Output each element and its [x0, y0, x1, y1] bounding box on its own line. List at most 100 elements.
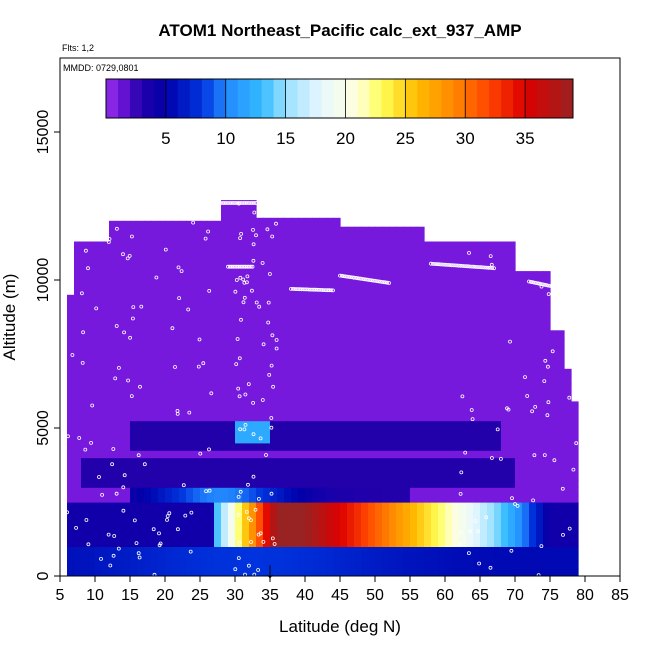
sample-point — [269, 363, 274, 368]
heatmap-cell — [186, 220, 194, 229]
heatmap-cell — [235, 361, 243, 370]
heatmap-cell — [340, 524, 348, 533]
heatmap-cell — [277, 494, 285, 503]
heatmap-cell — [403, 435, 411, 444]
heatmap-cell — [431, 472, 439, 481]
heatmap-cell — [158, 413, 166, 422]
heatmap-cell — [81, 405, 89, 414]
heatmap-cell — [424, 272, 432, 281]
heatmap-cell — [452, 287, 460, 296]
heatmap-cell — [515, 553, 523, 562]
heatmap-cell — [291, 546, 299, 555]
heatmap-cell — [242, 391, 250, 399]
heatmap-cell — [123, 228, 131, 237]
heatmap-cell — [375, 228, 383, 237]
heatmap-cell — [361, 546, 369, 555]
heatmap-cell — [130, 309, 138, 318]
heatmap-cell — [417, 265, 425, 274]
heatmap-cell — [501, 442, 509, 451]
heatmap-cell — [74, 568, 82, 576]
heatmap-cell — [172, 265, 180, 274]
heatmap-cell — [529, 487, 537, 496]
sample-point — [530, 280, 535, 285]
heatmap-cell — [417, 553, 425, 562]
heatmap-cell — [291, 398, 299, 407]
heatmap-cell — [221, 339, 229, 348]
heatmap-cell — [158, 428, 166, 436]
heatmap-cell — [214, 561, 222, 570]
heatmap-cell — [445, 302, 453, 311]
sample-point — [542, 453, 547, 458]
heatmap-cell — [179, 354, 187, 362]
heatmap-cell — [438, 257, 446, 266]
heatmap-cell — [326, 368, 334, 377]
heatmap-cell — [172, 376, 180, 385]
sample-point — [530, 409, 534, 414]
heatmap-cell — [403, 553, 411, 562]
heatmap-cell — [165, 494, 173, 503]
heatmap-cell — [263, 531, 271, 540]
heatmap-cell — [459, 346, 467, 355]
heatmap-cell — [242, 302, 250, 311]
sample-point — [317, 287, 321, 292]
heatmap-cell — [375, 265, 383, 274]
heatmap-cell — [277, 457, 285, 466]
heatmap-cell — [564, 457, 572, 466]
heatmap-cell — [263, 361, 271, 370]
sample-point — [531, 498, 535, 503]
heatmap-cell — [382, 442, 390, 451]
heatmap-cell — [389, 509, 397, 518]
heatmap-cell — [515, 294, 523, 303]
heatmap-cell — [137, 420, 145, 429]
sample-point — [546, 364, 550, 369]
sample-point — [327, 288, 332, 293]
heatmap-cell — [116, 354, 124, 362]
heatmap-cell — [452, 568, 460, 576]
heatmap-cell — [221, 346, 229, 355]
heatmap-cell — [571, 539, 579, 547]
heatmap-cell — [214, 405, 222, 414]
heatmap-cell — [74, 243, 82, 251]
heatmap-cell — [536, 479, 544, 488]
heatmap-cell — [228, 302, 236, 311]
heatmap-cell — [424, 509, 432, 518]
sample-point — [269, 425, 274, 430]
heatmap-cell — [74, 405, 82, 414]
heatmap-cell — [312, 243, 320, 251]
heatmap-cell — [319, 539, 327, 547]
heatmap-cell — [102, 568, 110, 576]
heatmap-cell — [74, 368, 82, 377]
heatmap-cell — [298, 413, 306, 422]
heatmap-cell — [102, 405, 110, 414]
sample-point — [253, 507, 258, 512]
heatmap-cell — [396, 435, 404, 444]
heatmap-cell — [326, 420, 334, 429]
heatmap-cell — [81, 494, 89, 503]
heatmap-cell — [158, 317, 166, 325]
heatmap-cell — [172, 413, 180, 422]
heatmap-cell — [179, 368, 187, 377]
heatmap-cell — [368, 228, 376, 237]
heatmap-cell — [165, 280, 173, 288]
heatmap-cell — [347, 376, 355, 385]
heatmap-cell — [368, 509, 376, 518]
heatmap-cell — [340, 472, 348, 481]
heatmap-cell — [130, 516, 138, 525]
sample-point — [238, 264, 243, 269]
heatmap-cell — [382, 428, 390, 436]
heatmap-cell — [116, 235, 124, 244]
heatmap-cell — [228, 524, 236, 533]
heatmap-cell — [221, 561, 229, 570]
heatmap-cell — [487, 302, 495, 311]
heatmap-cell — [249, 339, 257, 348]
heatmap-cell — [102, 250, 110, 259]
sample-point — [229, 201, 234, 205]
heatmap-cell — [109, 398, 117, 407]
heatmap-cell — [158, 235, 166, 244]
heatmap-cell — [466, 546, 474, 555]
heatmap-cell — [410, 294, 418, 303]
heatmap-cell — [466, 502, 474, 510]
heatmap-cell — [207, 368, 215, 377]
heatmap-cell — [473, 502, 481, 510]
sample-point — [436, 262, 441, 267]
